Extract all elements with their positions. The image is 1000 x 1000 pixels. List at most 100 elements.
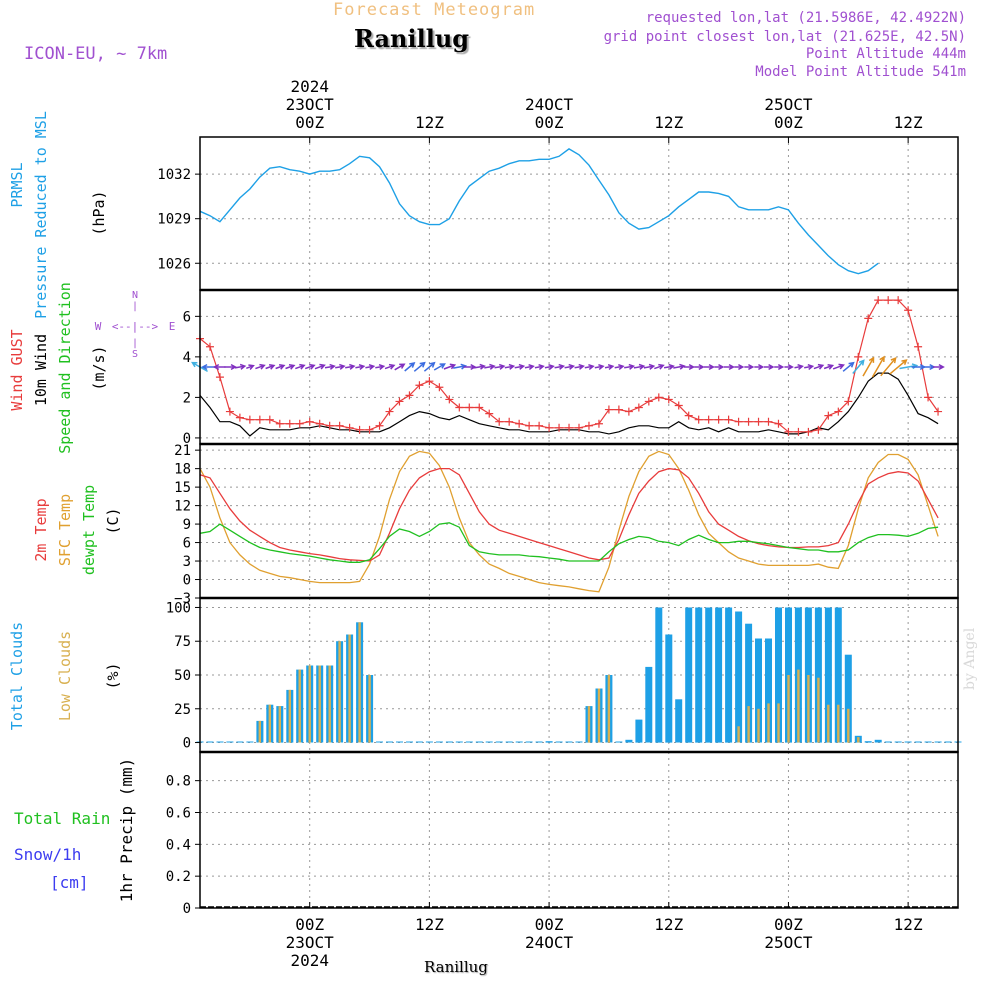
wind-direction-arrow [604, 363, 615, 370]
wind-gust-point [684, 411, 693, 420]
wind-gust-point [395, 397, 404, 406]
low-cloud-bar [587, 706, 591, 743]
total-cloud-bar [485, 741, 493, 743]
wind-gust-point [355, 425, 364, 434]
wind-gust-point [894, 296, 903, 305]
gridpoint-coords: grid point closest lon,lat (21.625E, 42.… [603, 29, 966, 45]
wind-gust-point [694, 415, 703, 424]
total-clouds-label: Total Clouds [8, 622, 26, 730]
total-cloud-bar [525, 741, 533, 743]
low-cloud-bar [278, 706, 281, 743]
low-cloud-bar [338, 641, 341, 743]
wind-gust-point [235, 413, 244, 422]
compass-south: S [132, 349, 138, 360]
wind-gust-point [854, 352, 863, 361]
low-cloud-bar [268, 704, 271, 743]
wind-gust-point [375, 421, 384, 430]
wind-direction-arrow [754, 363, 765, 371]
wind-gust-point [455, 403, 464, 412]
wind-gust-point [874, 296, 883, 305]
total-cloud-bar [435, 741, 443, 743]
total-cloud-bar [565, 741, 573, 743]
total-cloud-bar [236, 741, 244, 743]
wind-gust-point [664, 395, 673, 404]
wind-gust-point [425, 377, 434, 386]
wind-gust-point [385, 407, 394, 416]
wind-gust-point [844, 397, 853, 406]
sfc-temp-line [199, 450, 939, 593]
wind-gust-point [784, 427, 793, 436]
wind-gust-point [794, 427, 803, 436]
low-cloud-bar [787, 675, 790, 743]
wind-direction-arrow [494, 363, 506, 370]
wind-direction-arrow [832, 363, 845, 370]
precip-panel-frame [199, 751, 959, 909]
plot-marks [192, 149, 962, 908]
low-cloud-bar [318, 665, 321, 743]
wind-direction-arrow [554, 363, 566, 370]
total-cloud-bar [386, 741, 393, 743]
wind-gust-point [924, 393, 933, 402]
wind-gust-point [545, 423, 554, 432]
wind-direction-arrow [774, 363, 785, 371]
low-cloud-bar [747, 706, 750, 743]
top-date-label: 24OCT [525, 95, 574, 114]
top-time-label: 12Z [654, 113, 683, 132]
model-altitude: Model Point Altitude 541m [755, 64, 966, 80]
total-cloud-bar [645, 666, 653, 743]
wind-gust-point [345, 423, 354, 432]
wind-direction-arrow [265, 363, 276, 370]
low-cloud-bar [298, 669, 301, 743]
dewpt-temp-line [199, 522, 939, 563]
ytick-label: 0 [183, 431, 191, 447]
wind-gust-point [525, 421, 534, 430]
model-label: ICON-EU, ~ 7km [24, 44, 168, 64]
total-cloud-bar [495, 741, 503, 743]
bottom-date-label: 23OCT [286, 933, 335, 952]
top-time-label: 12Z [894, 113, 923, 132]
wind-direction-arrow [703, 363, 715, 371]
wind-direction-arrow [255, 363, 266, 370]
ytick-label: 18 [174, 462, 191, 478]
wind-gust-point [265, 415, 274, 424]
wind-direction-arrow [514, 363, 526, 370]
ytick-label: 1032 [157, 167, 191, 183]
footer-location: Ranillug [424, 958, 488, 976]
wind-direction-arrow [871, 355, 885, 378]
total-cloud-bar [246, 741, 254, 743]
wind-direction-arrow [889, 359, 908, 375]
ytick-label: 75 [174, 634, 191, 650]
wind-direction-arrow [314, 363, 326, 370]
total-cloud-bar [415, 741, 423, 743]
ytick-label: 50 [174, 668, 191, 684]
bottom-time-label: 00Z [295, 915, 324, 934]
wind-gust-point [535, 421, 544, 430]
temp-unit: (C) [104, 507, 122, 534]
low-cloud-bar [797, 669, 800, 743]
total-cloud-bar [844, 654, 852, 743]
snow-label: Snow/1h [14, 845, 81, 864]
ytick-label: 15 [174, 480, 191, 496]
wind-gust-point [934, 407, 943, 416]
wind-gust-point [415, 381, 424, 390]
compass-west: W [95, 320, 102, 333]
wind-gust-point [614, 405, 623, 414]
wind-gust-point [584, 421, 593, 430]
low-cloud-bar [817, 677, 820, 743]
wind-direction-arrow [524, 363, 535, 370]
ytick-label: 9 [183, 517, 191, 533]
total-cloud-bar [655, 607, 663, 743]
wind-direction-arrow [423, 361, 436, 372]
low-cloud-bar [767, 703, 770, 743]
wind-direction-arrow [584, 363, 595, 370]
wind-gust-point [295, 419, 304, 428]
ytick-label: 0.6 [166, 805, 191, 821]
wind-direction-arrow [212, 363, 226, 371]
wind-gust-point [704, 415, 713, 424]
wind-direction-arrow [375, 363, 386, 370]
low-cloud-bar [737, 726, 740, 743]
compass-axis: <--|--> [112, 320, 159, 333]
temp-2m-line [199, 467, 939, 562]
wind-direction-label: Speed and Direction [56, 282, 74, 454]
total-cloud-bar [884, 741, 892, 743]
